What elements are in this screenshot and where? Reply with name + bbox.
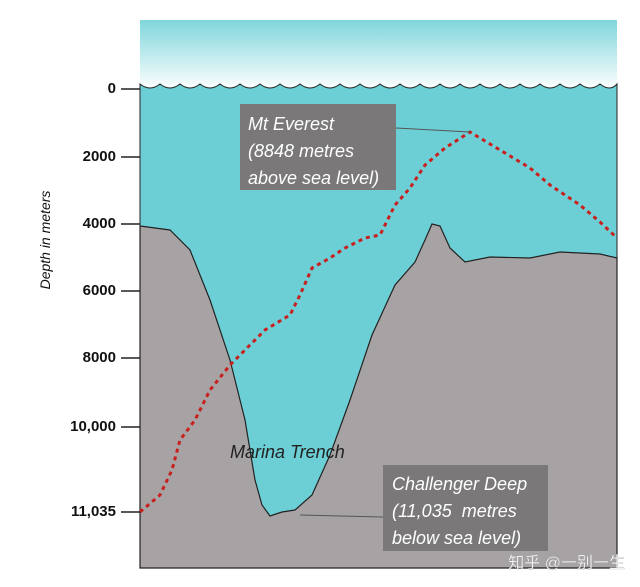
tick-label: 11,035 (71, 503, 116, 520)
annotation-box (240, 104, 396, 190)
annotation-box (383, 465, 548, 551)
tick-label: 8000 (83, 349, 116, 366)
trench-label: Marina Trench (230, 442, 345, 462)
watermark: 知乎 @一别一生 (508, 554, 625, 572)
annotation-text: Challenger Deep (392, 474, 527, 494)
leader-line (299, 514, 384, 518)
axis-ticks: 0 2000 4000 6000 8000 10,000 11,035 (70, 80, 140, 520)
tick-label: 0 (108, 80, 116, 97)
sky (140, 20, 617, 90)
everest-outline (139, 130, 619, 514)
tick-label: 10,000 (70, 418, 116, 435)
axis-label: Depth in meters (37, 191, 53, 290)
annotation-text: above sea level) (248, 168, 379, 188)
annotation-text: (8848 metres (248, 141, 354, 161)
tick-label: 6000 (83, 282, 116, 299)
annotation-text: Mt Everest (248, 114, 335, 134)
annotation-text: (11,035 metres (392, 501, 517, 521)
leader-line (395, 127, 471, 133)
tick-label: 4000 (83, 215, 116, 232)
tick-label: 2000 (83, 148, 116, 165)
annotation-text: below sea level) (392, 528, 521, 548)
